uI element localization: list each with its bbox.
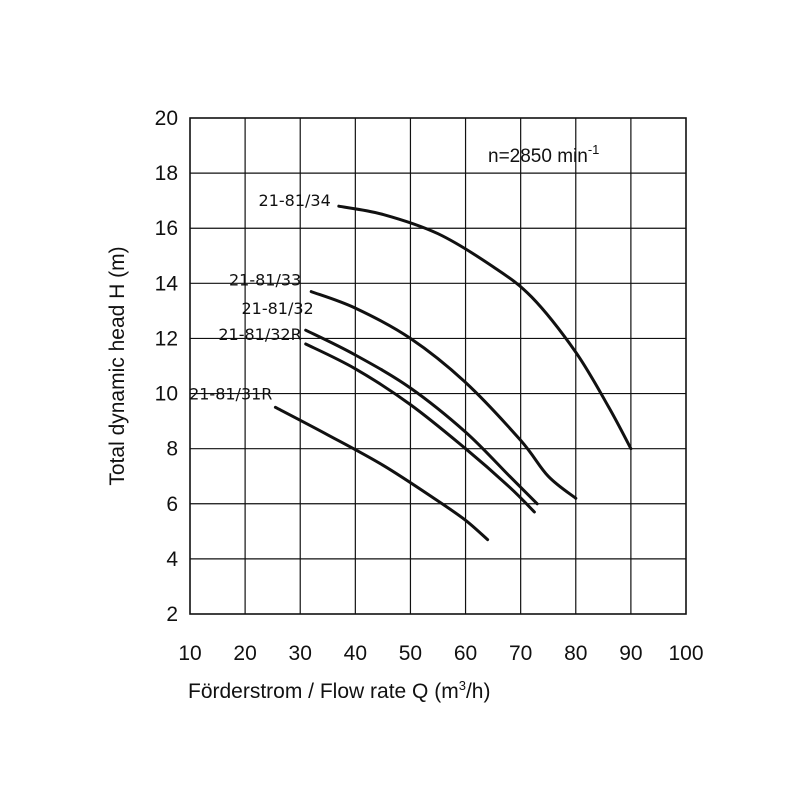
x-tick-label: 20 bbox=[233, 642, 256, 665]
y-tick-label: 14 bbox=[155, 272, 179, 295]
x-axis-ticks: 10 20 30 40 50 60 70 80 90 100 bbox=[178, 642, 703, 665]
x-tick-label: 60 bbox=[454, 642, 477, 665]
series-curves bbox=[273, 204, 633, 542]
x-axis-label-sup: 3 bbox=[459, 678, 466, 693]
x-tick-label: 80 bbox=[564, 642, 587, 665]
speed-annotation: n=2850 min-1 bbox=[488, 142, 599, 167]
x-axis-label-main: Förderstrom / Flow rate Q (m bbox=[188, 680, 459, 703]
y-tick-label: 6 bbox=[166, 493, 178, 516]
series-line bbox=[309, 290, 578, 500]
x-tick-label: 50 bbox=[399, 642, 422, 665]
x-tick-label: 30 bbox=[289, 642, 312, 665]
x-tick-label: 40 bbox=[344, 642, 367, 665]
y-axis-ticks: 2 4 6 8 10 12 14 16 18 20 bbox=[155, 107, 179, 626]
y-tick-label: 2 bbox=[166, 603, 178, 626]
y-tick-label: 18 bbox=[155, 162, 178, 185]
speed-annotation-text: n=2850 min bbox=[488, 146, 588, 167]
y-tick-label: 12 bbox=[155, 327, 178, 350]
x-tick-label: 100 bbox=[668, 642, 703, 665]
y-tick-label: 16 bbox=[155, 217, 178, 240]
y-tick-label: 10 bbox=[155, 383, 178, 406]
x-tick-label: 90 bbox=[619, 642, 642, 665]
grid bbox=[190, 118, 686, 614]
x-tick-label: 10 bbox=[178, 642, 201, 665]
series-line bbox=[304, 342, 536, 514]
x-axis-label-end: /h) bbox=[466, 680, 491, 703]
series-label: 21-81/32R bbox=[218, 325, 301, 344]
x-tick-label: 70 bbox=[509, 642, 532, 665]
series-line bbox=[304, 328, 539, 506]
series-line bbox=[273, 405, 490, 542]
series-label: 21-81/31R bbox=[189, 384, 272, 403]
series-line bbox=[337, 204, 633, 451]
series-label: 21-81/33 bbox=[229, 271, 301, 290]
series-label: 21-81/34 bbox=[259, 191, 331, 210]
speed-annotation-sup: -1 bbox=[588, 142, 600, 157]
series-labels: 21-81/34 21-81/33 21-81/32 21-81/32R 21-81/3… bbox=[189, 191, 331, 403]
y-tick-label: 20 bbox=[155, 107, 178, 130]
series-label: 21-81/32 bbox=[241, 299, 313, 318]
y-tick-label: 8 bbox=[166, 438, 178, 461]
x-axis-label: Förderstrom / Flow rate Q (m3/h) bbox=[188, 678, 490, 703]
y-tick-label: 4 bbox=[166, 548, 178, 571]
y-axis-label: Total dynamic head H (m) bbox=[106, 246, 129, 485]
plot-frame bbox=[189, 117, 687, 615]
